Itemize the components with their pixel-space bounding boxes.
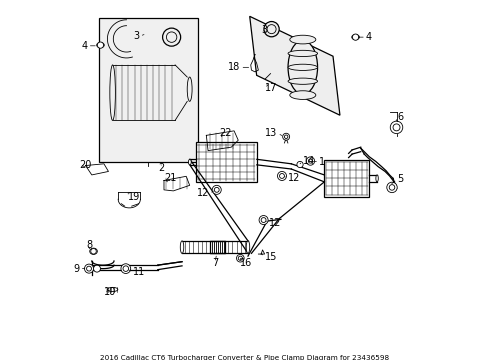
Polygon shape [249, 16, 339, 115]
Circle shape [84, 264, 93, 273]
Text: 5: 5 [396, 175, 403, 184]
Text: 13: 13 [264, 128, 277, 138]
Text: 3: 3 [133, 31, 140, 41]
Text: 16: 16 [240, 258, 252, 268]
Circle shape [86, 266, 91, 271]
Circle shape [308, 159, 312, 163]
Ellipse shape [107, 287, 118, 292]
Circle shape [277, 171, 286, 180]
Circle shape [264, 22, 279, 37]
Circle shape [123, 266, 128, 271]
Text: 15: 15 [264, 252, 276, 262]
Circle shape [259, 216, 267, 225]
Circle shape [282, 133, 289, 140]
Circle shape [266, 24, 276, 34]
Ellipse shape [351, 35, 359, 40]
Text: 12: 12 [196, 188, 209, 198]
Text: 14: 14 [302, 156, 314, 166]
Ellipse shape [187, 77, 192, 102]
Text: 4: 4 [365, 32, 371, 42]
Text: 20: 20 [80, 159, 92, 170]
Text: 7: 7 [211, 258, 218, 268]
Text: 10: 10 [104, 287, 116, 297]
Ellipse shape [287, 78, 317, 84]
Circle shape [284, 135, 287, 139]
Circle shape [93, 265, 100, 272]
Ellipse shape [287, 40, 317, 94]
Text: 4: 4 [81, 41, 87, 51]
Text: 12: 12 [268, 218, 281, 228]
Circle shape [97, 42, 103, 48]
Text: 2016 Cadillac CT6 Turbocharger Converter & Pipe Clamp Diagram for 23436598: 2016 Cadillac CT6 Turbocharger Converter… [100, 355, 388, 360]
Circle shape [236, 255, 244, 262]
Circle shape [388, 185, 394, 190]
Ellipse shape [180, 241, 183, 253]
Ellipse shape [289, 35, 315, 44]
Bar [324, 160, 369, 197]
Text: 3: 3 [261, 25, 267, 35]
Bar [196, 142, 256, 182]
Text: 18: 18 [227, 62, 240, 72]
Bar [209, 241, 225, 253]
Text: 17: 17 [264, 83, 276, 93]
Bar [99, 18, 197, 162]
Ellipse shape [110, 65, 115, 121]
Text: 2: 2 [158, 163, 164, 173]
Circle shape [386, 182, 396, 193]
Ellipse shape [188, 159, 191, 165]
Circle shape [212, 185, 221, 194]
Ellipse shape [246, 241, 249, 253]
Ellipse shape [89, 248, 97, 255]
Circle shape [261, 217, 265, 222]
Text: 1: 1 [319, 157, 325, 167]
Ellipse shape [97, 42, 104, 48]
Text: 21: 21 [163, 174, 176, 183]
Text: 9: 9 [73, 264, 80, 274]
Text: 19: 19 [128, 192, 140, 202]
Circle shape [238, 256, 242, 260]
Circle shape [162, 28, 180, 46]
Text: 8: 8 [86, 240, 93, 250]
Circle shape [389, 121, 402, 134]
Circle shape [296, 161, 303, 168]
Text: 11: 11 [132, 267, 145, 277]
Circle shape [214, 188, 219, 192]
Circle shape [352, 34, 358, 40]
Text: 22: 22 [219, 128, 231, 138]
Ellipse shape [287, 64, 317, 71]
Text: 12: 12 [287, 173, 300, 183]
Ellipse shape [287, 50, 317, 57]
Circle shape [121, 264, 130, 274]
Circle shape [279, 174, 284, 179]
Ellipse shape [289, 91, 315, 99]
Circle shape [305, 157, 314, 165]
Text: 6: 6 [396, 112, 403, 122]
Circle shape [166, 32, 177, 42]
Circle shape [91, 248, 96, 254]
Ellipse shape [375, 175, 378, 182]
Circle shape [392, 124, 399, 131]
